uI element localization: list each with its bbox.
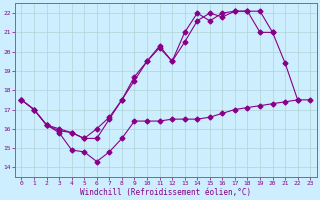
- X-axis label: Windchill (Refroidissement éolien,°C): Windchill (Refroidissement éolien,°C): [80, 188, 252, 197]
